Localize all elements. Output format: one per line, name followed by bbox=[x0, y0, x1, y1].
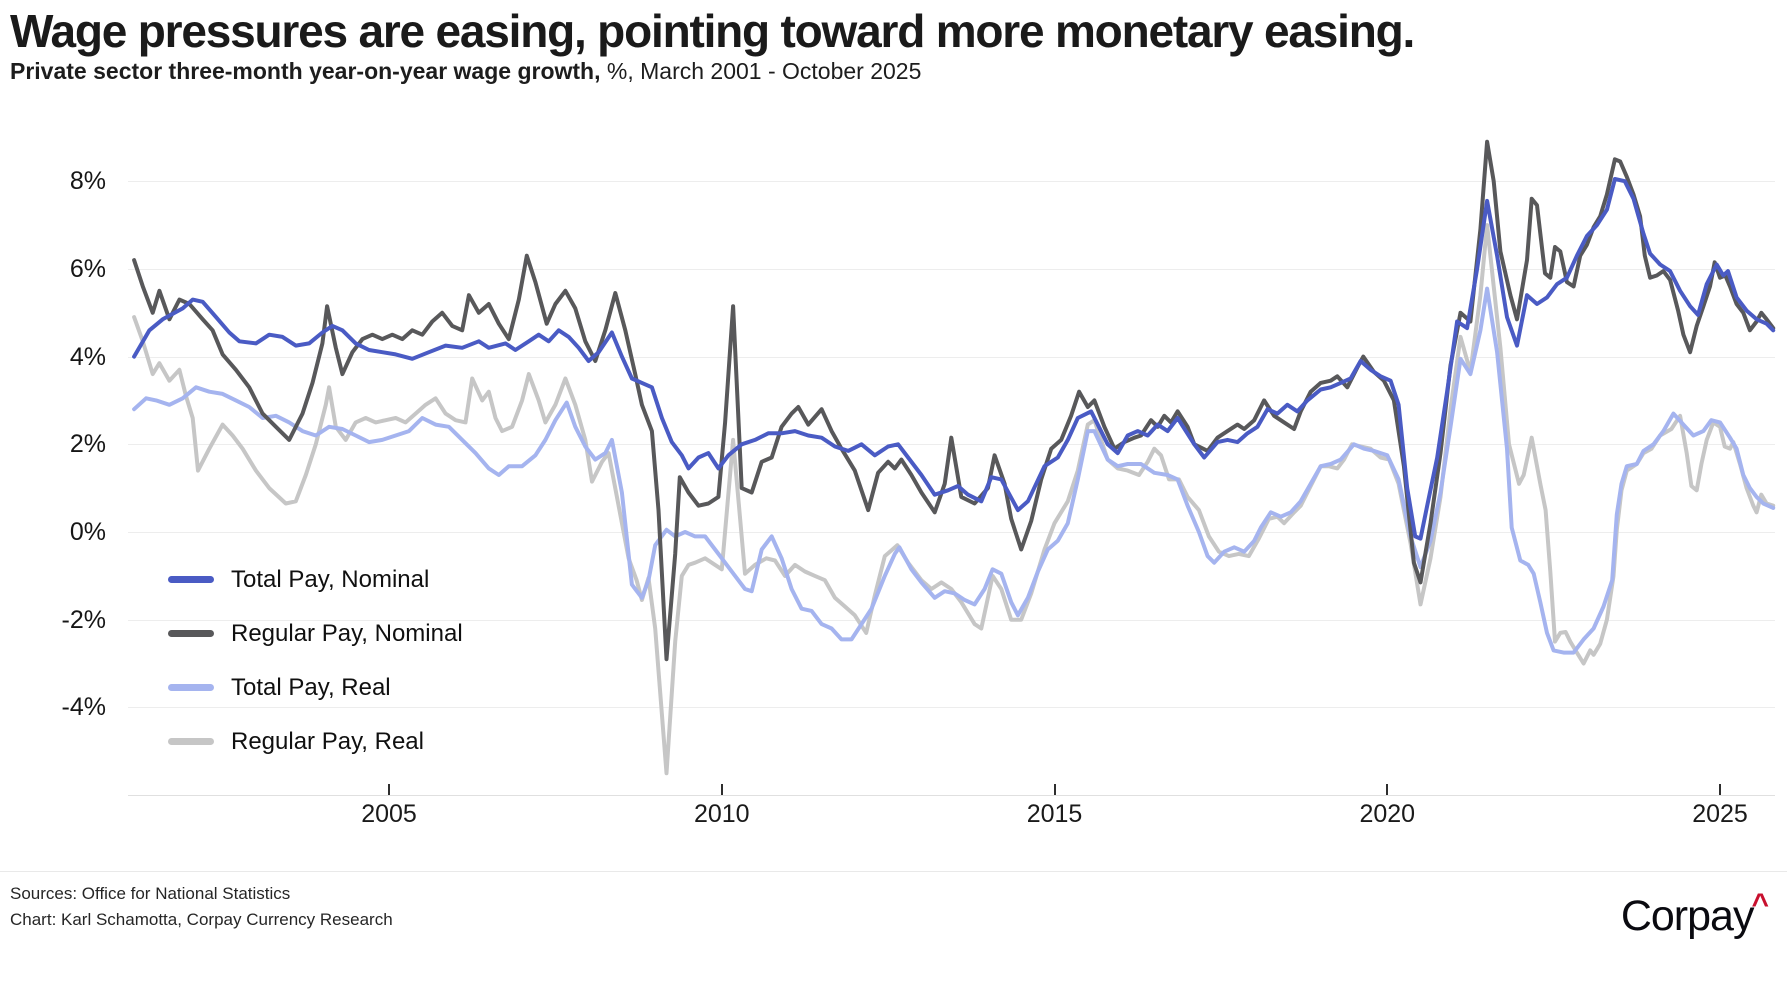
x-tick-mark bbox=[1386, 784, 1389, 795]
x-tick-mark bbox=[1719, 784, 1721, 795]
legend-swatch-icon bbox=[168, 630, 214, 637]
chart-subtitle: Private sector three-month year-on-year … bbox=[10, 58, 921, 85]
corpay-logo-text: Corpay bbox=[1620, 892, 1755, 940]
legend-item: Total Pay, Real bbox=[168, 672, 463, 703]
gridline--4% bbox=[128, 707, 1775, 709]
credit-note: Chart: Karl Schamotta, Corpay Currency R… bbox=[10, 910, 393, 929]
y-tick-label: -2% bbox=[61, 605, 106, 634]
x-tick-label: 2015 bbox=[1026, 800, 1083, 828]
corpay-logo-caret-icon: ^ bbox=[1751, 888, 1769, 921]
x-tick-label: 2020 bbox=[1359, 800, 1416, 828]
y-tick-label: 8% bbox=[69, 167, 106, 196]
legend-swatch-icon bbox=[168, 738, 214, 745]
x-tick-mark bbox=[1053, 784, 1056, 795]
y-tick-label: 0% bbox=[69, 518, 106, 546]
legend-swatch-icon bbox=[168, 684, 214, 691]
legend-swatch-icon bbox=[168, 576, 214, 583]
page-title: Wage pressures are easing, pointing towa… bbox=[10, 5, 1415, 57]
y-tick-label: 2% bbox=[69, 430, 106, 459]
x-tick-mark bbox=[388, 784, 390, 795]
legend-item: Total Pay, Nominal bbox=[168, 564, 463, 595]
gridline-0% bbox=[128, 532, 1775, 533]
y-tick-label: 6% bbox=[69, 254, 106, 283]
legend-label: Regular Pay, Nominal bbox=[231, 619, 463, 647]
footer-divider bbox=[0, 871, 1787, 872]
subtitle-rest: %, March 2001 - October 2025 bbox=[600, 58, 922, 84]
legend-label: Total Pay, Real bbox=[231, 673, 391, 701]
y-tick-label: -4% bbox=[61, 693, 106, 722]
x-axis-line bbox=[128, 795, 1775, 796]
y-tick-label: 4% bbox=[69, 342, 106, 371]
corpay-logo: Corpay^ bbox=[1620, 888, 1771, 941]
series-line-regular-pay-real bbox=[132, 223, 1776, 776]
x-tick-mark bbox=[720, 784, 723, 795]
legend-label: Regular Pay, Real bbox=[231, 727, 424, 755]
series-line-total-pay-real bbox=[132, 286, 1776, 655]
x-tick-label: 2025 bbox=[1692, 800, 1748, 828]
source-note: Sources: Office for National Statistics bbox=[10, 884, 291, 903]
x-tick-label: 2010 bbox=[693, 800, 750, 828]
x-tick-label: 2005 bbox=[361, 800, 417, 828]
gridline-8% bbox=[128, 181, 1775, 183]
legend-item: Regular Pay, Real bbox=[168, 726, 463, 757]
gridline-6% bbox=[128, 268, 1775, 270]
subtitle-bold: Private sector three-month year-on-year … bbox=[10, 58, 601, 84]
gridline--2% bbox=[128, 619, 1775, 621]
legend-label: Total Pay, Nominal bbox=[231, 565, 430, 593]
series-line-total-pay-nominal bbox=[132, 177, 1776, 541]
gridline-4% bbox=[128, 356, 1775, 358]
chart-legend: Total Pay, Nominal Regular Pay, Nominal To… bbox=[168, 564, 463, 757]
legend-item: Regular Pay, Nominal bbox=[168, 618, 463, 649]
